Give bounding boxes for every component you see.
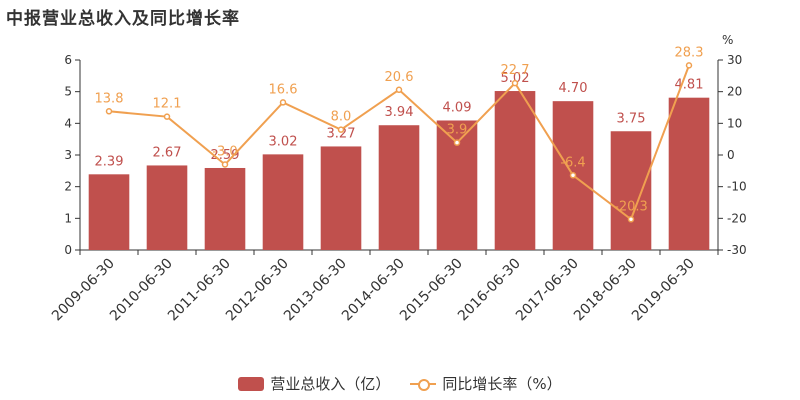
growth-point [279,99,287,106]
growth-point [163,113,171,120]
growth-point [685,62,693,69]
bar [494,91,536,251]
bar-value-label: 2.67 [153,145,182,160]
bar-value-label: 3.27 [327,126,356,141]
bar-value-label: 4.81 [675,78,704,93]
bar-value-label: 4.70 [559,81,588,96]
legend-label-growth: 同比增长率（%） [442,375,562,393]
y-left-tick-label: 6 [64,53,72,67]
y-left-tick-label: 2 [64,180,72,194]
growth-point [453,139,461,146]
y-right-tick-label: 0 [727,148,735,162]
y-right-unit: % [722,33,733,47]
growth-value-label: -20.3 [614,199,648,214]
bar [262,154,304,250]
bar-value-label: 4.09 [443,100,472,115]
chart-canvas: 0123456-30-20-100102030%2.392009-06-302.… [49,33,747,325]
growth-point [511,79,519,87]
y-left-tick-label: 5 [64,85,72,99]
growth-value-label: -3.0 [212,145,237,160]
y-left-tick-label: 0 [64,243,72,257]
bar-value-label: 3.75 [617,111,646,126]
y-left-tick-label: 3 [64,148,72,162]
growth-point [337,126,345,133]
chart-title: 中报营业总收入及同比增长率 [6,9,240,29]
legend-swatch-growth [410,377,437,391]
growth-value-label: 22.7 [501,63,530,78]
growth-value-label: -6.4 [560,155,585,170]
bar-value-label: 3.02 [269,134,298,149]
bar-value-label: 2.39 [95,154,124,169]
x-tick-label: 2019-06-30 [629,256,698,325]
y-left-tick-label: 4 [64,116,72,130]
bar-value-label: 3.94 [385,105,414,120]
growth-value-label: 16.6 [269,82,298,97]
bar [668,97,710,250]
legend-swatch-revenue [238,376,265,391]
bar [610,131,652,250]
y-right-tick-label: -10 [727,180,747,194]
bar [204,167,246,250]
growth-value-label: 12.1 [153,97,182,112]
growth-point [627,216,635,223]
growth-value-label: 28.3 [675,45,704,60]
growth-point [569,172,577,179]
growth-value-label: 13.8 [95,91,124,106]
bar [88,174,130,250]
growth-value-label: 8.0 [331,110,352,125]
growth-point [221,161,229,168]
y-right-tick-label: 30 [727,53,742,67]
legend-item-growth[interactable]: 同比增长率（%） [410,373,562,394]
y-right-tick-label: -30 [727,243,747,257]
bar [378,125,420,250]
bar-value-label: 5.02 [501,71,530,86]
y-right-tick-label: 20 [727,85,742,99]
bar [320,146,362,250]
bar [146,165,188,250]
y-right-tick-label: -20 [727,211,747,225]
legend-item-revenue[interactable]: 营业总收入（亿） [238,373,390,394]
growth-value-label: 20.6 [385,70,414,85]
legend: 营业总收入（亿） 同比增长率（%） [0,373,800,394]
growth-point [105,108,113,115]
y-right-tick-label: 10 [727,116,742,130]
growth-point [395,86,403,94]
legend-label-revenue: 营业总收入（亿） [270,375,391,393]
y-left-tick-label: 1 [64,211,72,225]
growth-value-label: 3.9 [447,123,468,138]
